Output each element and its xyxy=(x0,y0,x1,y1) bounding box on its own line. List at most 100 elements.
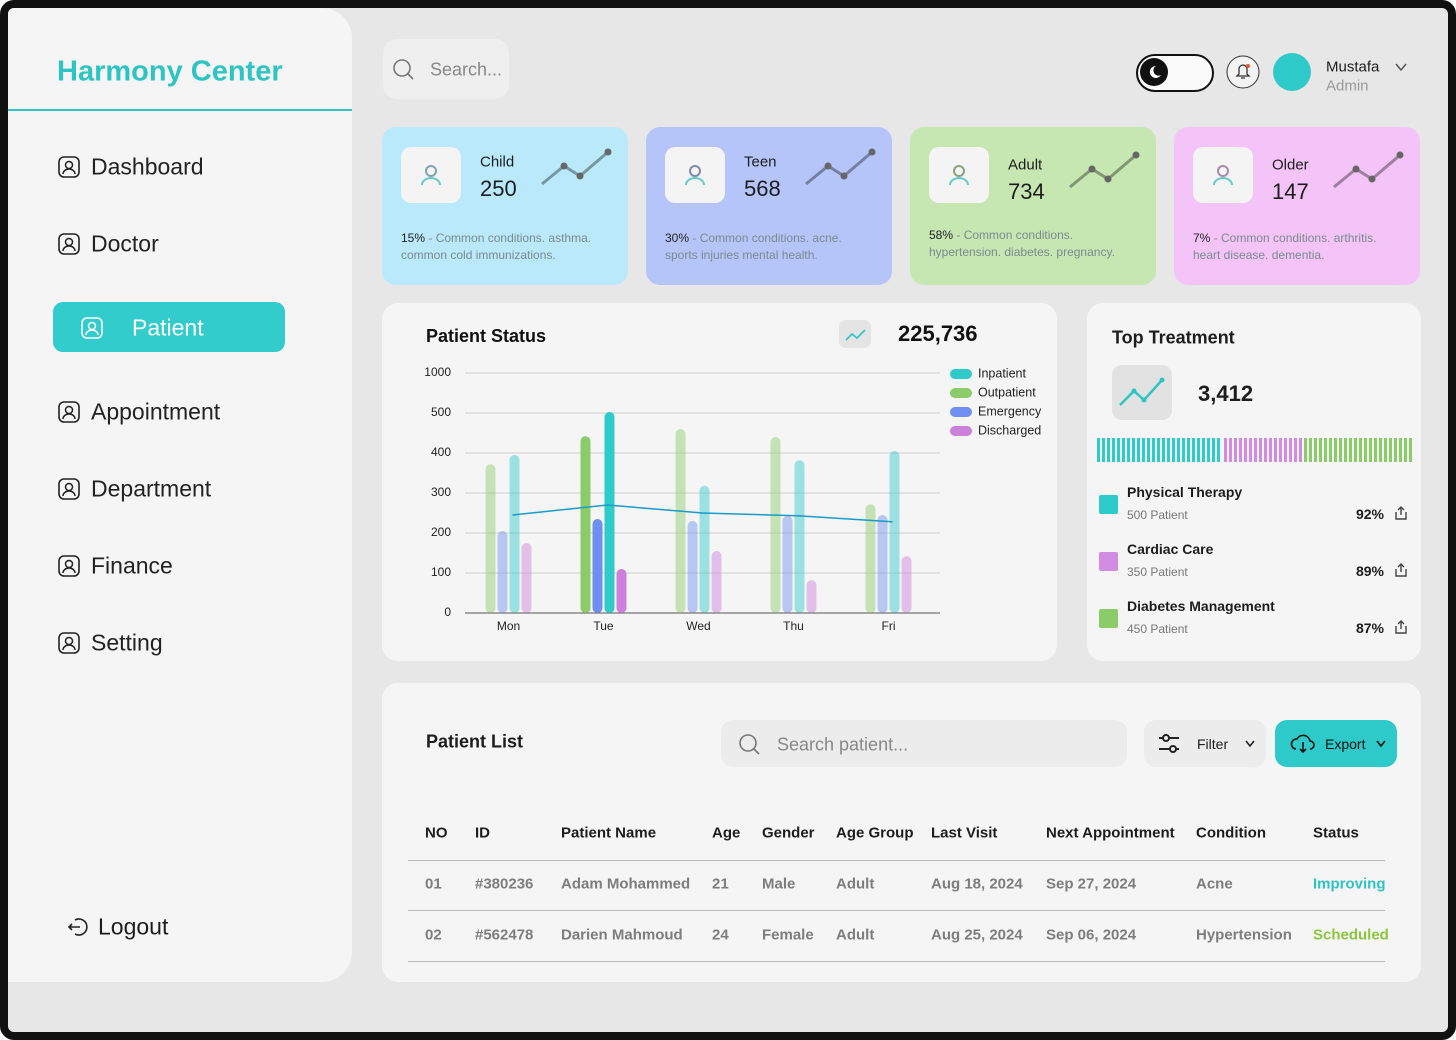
x-tick-label: Tue xyxy=(593,619,614,633)
stripe xyxy=(1107,438,1110,462)
logout-icon xyxy=(67,918,88,936)
bar xyxy=(865,504,876,613)
card-value: 734 xyxy=(1008,179,1045,204)
legend-label: Outpatient xyxy=(978,385,1036,399)
stripe xyxy=(1304,438,1307,462)
card-sparkline xyxy=(1069,151,1140,189)
nav-active-pill[interactable] xyxy=(53,302,285,352)
nav-item[interactable]: Patient xyxy=(132,314,204,341)
bar xyxy=(699,485,710,613)
stripe xyxy=(1147,438,1150,462)
treatment-icon-box xyxy=(1112,365,1172,420)
nav-item[interactable]: Department xyxy=(91,475,212,502)
table-rule xyxy=(408,860,1385,861)
x-tick-label: Wed xyxy=(686,619,710,633)
stripe xyxy=(1274,438,1277,462)
bar xyxy=(580,436,591,613)
table-cell: 21 xyxy=(712,875,729,893)
y-tick-label: 100 xyxy=(431,565,451,579)
stripe xyxy=(1339,438,1342,462)
nav-item[interactable]: Dashboard xyxy=(91,153,204,180)
stripe xyxy=(1314,438,1317,462)
filter-label[interactable]: Filter xyxy=(1197,736,1229,752)
table-cell: Male xyxy=(762,875,796,893)
stripe xyxy=(1254,438,1257,462)
card-description: heart disease. dementia. xyxy=(1193,248,1325,262)
legend-swatch xyxy=(950,426,972,436)
patient-status-chart: Patient Status 225,736 0 100 200 300 400 500 1… xyxy=(424,320,1042,633)
search-placeholder[interactable]: Search... xyxy=(430,59,503,80)
export-label[interactable]: Export xyxy=(1325,736,1366,752)
stripe xyxy=(1249,438,1252,462)
patient-list-title: Patient List xyxy=(426,731,524,752)
treatment-percent: 92% xyxy=(1355,506,1384,522)
stripe xyxy=(1152,438,1155,462)
stripe xyxy=(1324,438,1327,462)
filter-chevron xyxy=(1245,740,1255,748)
legend-label: Discharged xyxy=(978,423,1041,437)
stripe xyxy=(1349,438,1352,462)
legend-label: Inpatient xyxy=(978,366,1026,380)
search-icon xyxy=(393,59,414,80)
stripe xyxy=(1157,438,1160,462)
table-header: Age Group xyxy=(836,824,914,842)
nav-icon xyxy=(58,555,80,577)
card-icon xyxy=(685,165,705,186)
share-icon xyxy=(1395,620,1407,634)
stripe xyxy=(1344,438,1347,462)
stripe xyxy=(1097,438,1100,462)
bell-button[interactable] xyxy=(1226,55,1260,89)
brand: Harmony Center xyxy=(57,55,283,88)
stripe xyxy=(1294,438,1297,462)
stripe xyxy=(1354,438,1357,462)
nav-item[interactable]: Doctor xyxy=(91,230,159,257)
filter-button[interactable] xyxy=(1144,720,1266,767)
stripe xyxy=(1117,438,1120,462)
avatar[interactable] xyxy=(1273,53,1311,91)
table-header: Status xyxy=(1313,824,1359,842)
nav-item[interactable]: Appointment xyxy=(91,398,221,425)
nav-icon xyxy=(81,317,103,339)
search-box[interactable] xyxy=(383,39,509,99)
user-menu-chevron[interactable] xyxy=(1394,60,1408,74)
stripe xyxy=(1299,438,1302,462)
top-treatment-panel xyxy=(1087,303,1421,661)
x-tick-label: Thu xyxy=(783,619,804,633)
stripe xyxy=(1384,438,1387,462)
card-icon xyxy=(1213,165,1233,186)
table-rule xyxy=(408,910,1385,911)
nav-icon xyxy=(58,156,80,178)
filter-icon xyxy=(1159,734,1179,753)
bar xyxy=(509,455,520,613)
stripe xyxy=(1224,438,1227,462)
brand-underline xyxy=(8,109,352,111)
treatment-patients: 350 Patient xyxy=(1127,565,1188,579)
treatment-swatch xyxy=(1099,552,1118,571)
card-icon xyxy=(421,165,441,186)
card-label: Adult xyxy=(1008,156,1043,174)
share-icon xyxy=(1395,506,1407,520)
patient-search-box[interactable] xyxy=(721,720,1127,767)
y-tick-label: 300 xyxy=(431,485,451,499)
stripe xyxy=(1122,438,1125,462)
legend-swatch xyxy=(950,407,972,417)
trend-icon-box xyxy=(839,320,871,348)
treatment-patients: 500 Patient xyxy=(1127,508,1188,522)
logout[interactable]: Logout xyxy=(98,913,169,940)
stripe xyxy=(1284,438,1287,462)
user-role: Admin xyxy=(1326,77,1369,95)
stripe xyxy=(1167,438,1170,462)
treatment-distribution-bar xyxy=(1097,438,1412,462)
bar xyxy=(770,437,781,613)
bar xyxy=(497,531,508,613)
stripe xyxy=(1207,438,1210,462)
export-button[interactable] xyxy=(1275,720,1397,767)
treatment-swatch xyxy=(1099,609,1118,628)
table-cell: Aug 25, 2024 xyxy=(931,926,1023,944)
patient-search-placeholder[interactable]: Search patient... xyxy=(777,734,909,755)
table-cell: Sep 06, 2024 xyxy=(1046,926,1137,944)
nav-item[interactable]: Setting xyxy=(91,629,163,656)
nav-icon xyxy=(58,632,80,654)
bar xyxy=(521,543,532,613)
nav-item[interactable]: Finance xyxy=(91,552,173,579)
